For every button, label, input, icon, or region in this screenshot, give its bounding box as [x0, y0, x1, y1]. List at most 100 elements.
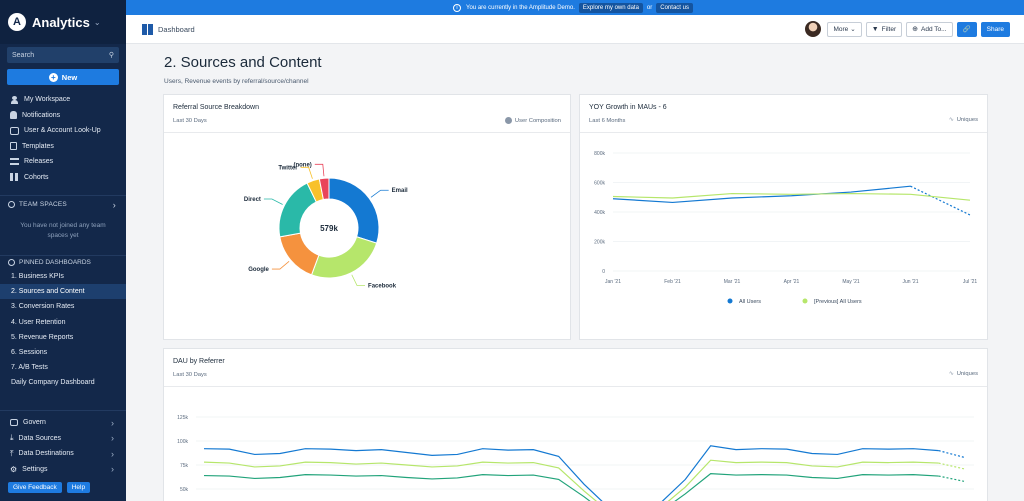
donut-leader-line [370, 189, 389, 198]
card-title[interactable]: YOY Growth in MAUs - 6 [589, 104, 667, 111]
search-input[interactable]: Search ⚲ [7, 47, 119, 63]
sidebar-item-settings[interactable]: ⚙ Settings › [0, 462, 126, 478]
add-to-button[interactable]: ⊕ Add To... [906, 21, 953, 37]
y-tick-label: 600k [594, 181, 605, 187]
card-metric-label: Uniques [956, 117, 978, 123]
team-spaces-header[interactable]: TEAM SPACES › [0, 195, 126, 210]
pinned-dashboard-item[interactable]: 5. Revenue Reports [11, 333, 74, 341]
pinned-dashboard-item[interactable]: 1. Business KPIs [11, 273, 64, 281]
sidebar-item-releases[interactable]: Releases [0, 154, 126, 170]
releases-icon [10, 158, 19, 166]
filter-button[interactable]: ▼ Filter [865, 21, 903, 37]
filter-label: Filter [881, 25, 897, 33]
team-spaces-message: You have not joined any team spaces yet [20, 222, 106, 239]
donut-leader-line [271, 261, 290, 270]
legend-label[interactable]: [Previous] All Users [814, 299, 862, 305]
y-tick-label: 0 [602, 269, 605, 275]
search-placeholder: Search [12, 51, 35, 59]
app-switcher[interactable]: A Analytics ⌄ [0, 0, 126, 44]
uniques-icon: ∿ [948, 117, 954, 123]
explore-own-data-button[interactable]: Explore my own data [578, 2, 643, 13]
sidebar-item-label: Govern [23, 419, 46, 427]
chevron-right-icon: › [112, 199, 116, 210]
y-tick-label: 100k [177, 439, 188, 445]
page-title: 2. Sources and Content [164, 54, 322, 71]
legend-label[interactable]: All Users [739, 299, 761, 305]
card-metric: ∿ Uniques [949, 117, 978, 123]
sidebar-item-notifications[interactable]: Notifications [0, 108, 126, 124]
donut-slice-facebook[interactable] [310, 236, 378, 279]
dau-series-line-1[interactable] [203, 459, 939, 501]
team-spaces-icon [8, 201, 15, 208]
info-icon: i [453, 3, 462, 12]
dau-by-referrer-card[interactable]: DAU by Referrer Last 30 Days ∿ Uniques 12… [163, 348, 988, 501]
card-date-range: Last 6 Months [589, 118, 626, 124]
sidebar-item-cohorts[interactable]: Cohorts [0, 170, 126, 186]
sidebar-footer: Give Feedback Help [8, 482, 91, 493]
divider [164, 386, 987, 387]
sidebar-item-label: Cohorts [24, 173, 49, 181]
sidebar-item-label: My Workspace [24, 96, 71, 104]
give-feedback-button[interactable]: Give Feedback [8, 482, 62, 493]
plus-circle-icon: ⊕ [912, 26, 918, 33]
donut-slice-none[interactable] [318, 177, 330, 201]
pinned-dashboard-item-active[interactable]: 2. Sources and Content [0, 284, 126, 300]
pinned-dashboard-item[interactable]: Daily Company Dashboard [11, 379, 95, 387]
series-line-1[interactable] [612, 192, 971, 201]
breadcrumb[interactable]: Dashboard [158, 24, 195, 34]
template-icon [10, 142, 17, 151]
pinned-dashboard-item[interactable]: 6. Sessions [11, 349, 48, 357]
share-button[interactable]: Share [980, 21, 1010, 37]
sidebar-item-label: Data Sources [18, 434, 61, 442]
new-button[interactable]: + New [7, 69, 119, 85]
new-button-label: New [61, 72, 78, 82]
person-icon [10, 95, 19, 104]
donut-slice-email[interactable] [328, 177, 380, 244]
composition-icon [504, 117, 512, 124]
contact-us-button[interactable]: Contact us [656, 2, 693, 13]
dau-series-line-2[interactable] [203, 473, 939, 501]
chevron-right-icon: › [111, 417, 114, 428]
sidebar-item-govern[interactable]: Govern › [0, 415, 126, 431]
donut-label: Twitter [278, 165, 298, 171]
search-icon: ⚲ [108, 52, 114, 59]
series-line-0[interactable] [612, 185, 911, 204]
pinned-dashboard-item[interactable]: 7. A/B Tests [11, 364, 48, 372]
y-tick-label: 800k [594, 151, 605, 157]
sidebar-item-my-workspace[interactable]: My Workspace [0, 92, 126, 108]
sidebar-item-user-lookup[interactable]: User & Account Look-Up [0, 123, 126, 139]
bell-icon [10, 111, 17, 120]
sidebar-item-data-sources[interactable]: ⤓ Data Sources › [0, 431, 126, 447]
x-tick-label: Mar '21 [724, 279, 741, 285]
pinned-dashboards-list: 1. Business KPIs 2. Sources and Content … [0, 269, 126, 391]
users-icon [10, 126, 19, 135]
referral-source-card[interactable]: Referral Source Breakdown Last 30 Days U… [163, 94, 571, 340]
page-subtitle: Users, Revenue events by referral/source… [164, 78, 309, 85]
pinned-dashboards-label: PINNED DASHBOARDS [19, 259, 91, 266]
card-title[interactable]: Referral Source Breakdown [173, 104, 259, 111]
card-title[interactable]: DAU by Referrer [173, 358, 225, 365]
pinned-dashboard-item[interactable]: 4. User Retention [11, 318, 66, 326]
donut-slice-google[interactable] [279, 232, 320, 276]
cohorts-icon [10, 173, 19, 182]
sidebar-item-data-destinations[interactable]: ⤒ Data Destinations › [0, 446, 126, 462]
chevron-right-icon: › [111, 464, 114, 475]
avatar[interactable] [805, 21, 822, 37]
more-button[interactable]: More ⌄ [827, 21, 862, 37]
sidebar-item-templates[interactable]: Templates [0, 139, 126, 155]
banner-or: or [646, 4, 653, 11]
donut-leader-line [263, 198, 283, 205]
copy-link-button[interactable]: 🔗 [956, 21, 977, 37]
help-button[interactable]: Help [66, 482, 91, 493]
yoy-growth-card[interactable]: YOY Growth in MAUs - 6 Last 6 Months ∿ Un… [579, 94, 988, 340]
dau-series-partial [938, 462, 965, 470]
download-icon: ⤓ [10, 433, 14, 443]
main-content: 2. Sources and Content Users, Revenue ev… [126, 44, 1024, 501]
dau-series-line-0[interactable] [203, 445, 939, 501]
card-metric: User Composition [504, 117, 561, 124]
card-metric-label: Uniques [956, 371, 978, 377]
pinned-dashboard-item[interactable]: 3. Conversion Rates [11, 303, 75, 311]
donut-label: Facebook [368, 284, 397, 290]
divider [580, 132, 987, 133]
